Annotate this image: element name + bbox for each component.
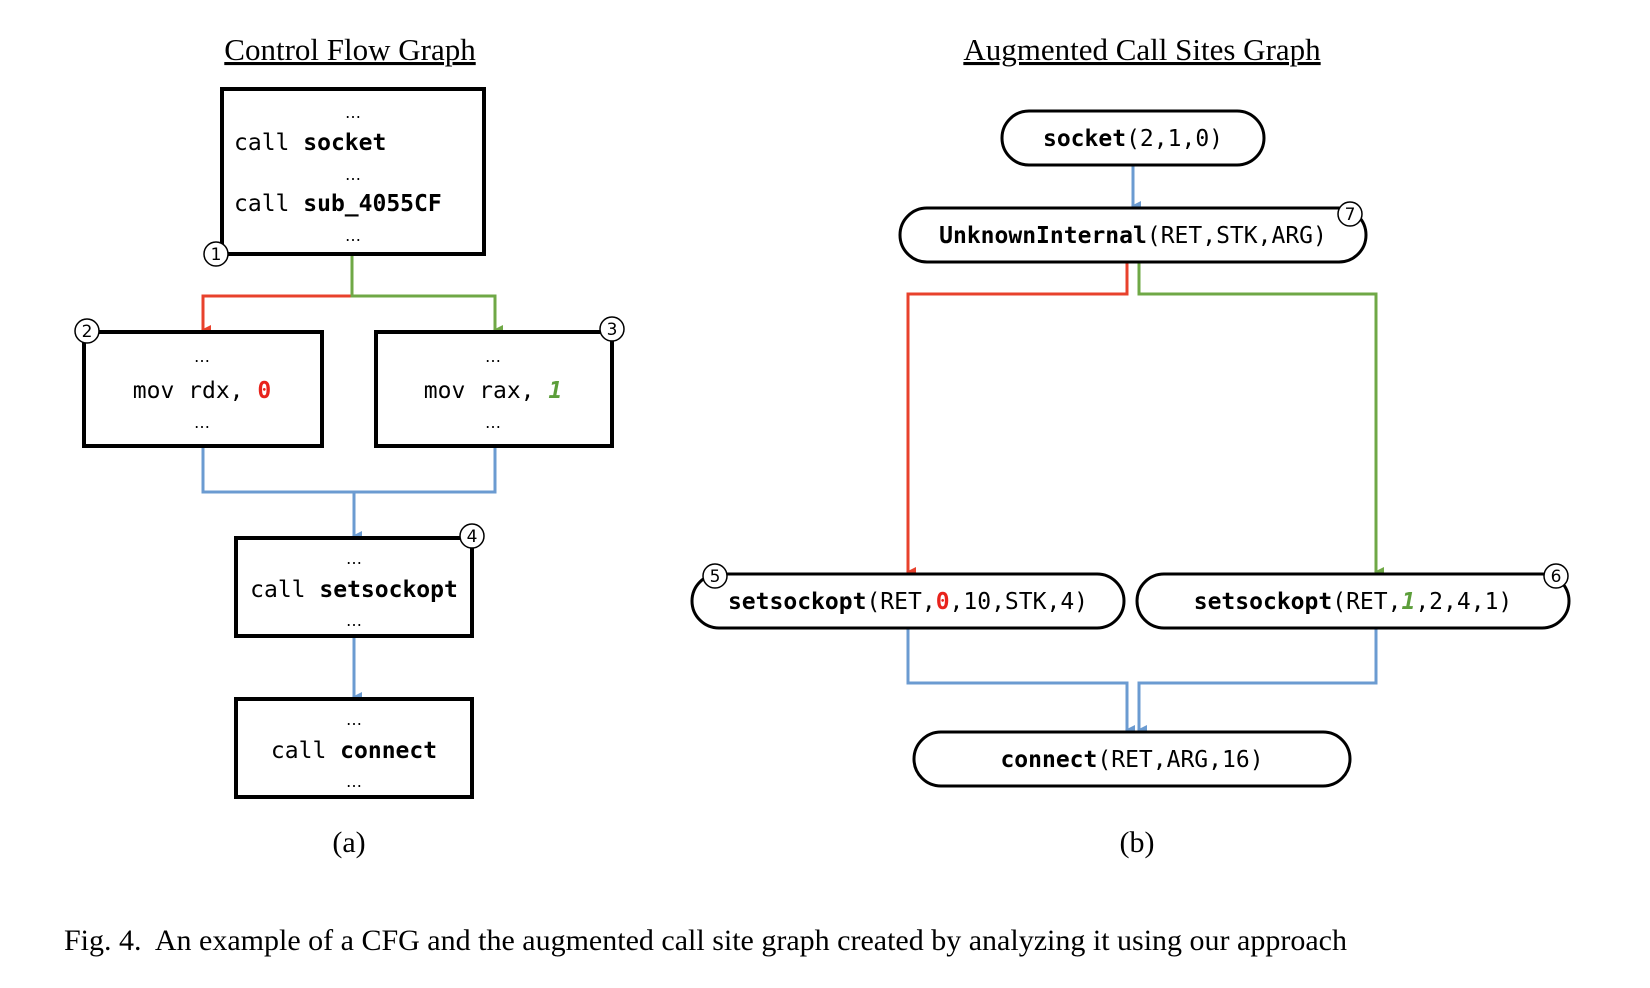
node-connect: connect(RET,ARG,16) — [912, 730, 1352, 788]
ellipsis: … — [194, 413, 210, 432]
acsg-title: Augmented Call Sites Graph — [963, 32, 1321, 67]
ellipsis: … — [346, 710, 362, 729]
badge-5: 5 — [702, 563, 728, 589]
ellipsis: … — [345, 226, 361, 245]
socket-call: socket(2,1,0) — [1043, 126, 1223, 152]
cfg-block-1: … call socket … call sub_4055CF … — [220, 87, 486, 256]
svg-text:5: 5 — [710, 567, 721, 587]
badge-1: 1 — [203, 241, 229, 267]
svg-text:1: 1 — [211, 245, 222, 265]
ellipsis: … — [346, 549, 362, 568]
acsg-edge-blue-left — [906, 628, 1135, 735]
cfg-block-4: … call setsockopt … — [234, 536, 474, 638]
cfg-edge-red — [201, 256, 354, 335]
acsg-edges — [906, 164, 1384, 735]
cfg-title: Control Flow Graph — [224, 32, 476, 67]
cfg-edge-green — [350, 256, 503, 335]
svg-text:3: 3 — [607, 320, 618, 340]
svg-text:2: 2 — [82, 322, 93, 342]
ellipsis: … — [346, 772, 362, 791]
svg-text:7: 7 — [1345, 205, 1356, 225]
ellipsis: … — [485, 347, 501, 366]
acsg-edge-green — [1137, 262, 1384, 577]
badge-2: 2 — [74, 318, 100, 344]
acsg-sublabel: (b) — [1120, 826, 1155, 859]
mov-rdx-line: mov rdx, 0 — [133, 378, 271, 404]
cfg-block-3: … mov rax, 1 … — [374, 330, 614, 448]
node-setsockopt-left: setsockopt(RET,0,10,STK,4) — [690, 572, 1126, 630]
cfg-edge-blue-merge — [201, 446, 497, 494]
unknown-internal-call: UnknownInternal(RET,STK,ARG) — [939, 223, 1327, 249]
call-socket-line: call socket — [234, 130, 386, 156]
cfg-sublabel: (a) — [332, 826, 365, 859]
node-unknown-internal: UnknownInternal(RET,STK,ARG) — [898, 206, 1368, 264]
call-setsockopt-line: call setsockopt — [250, 577, 458, 603]
ellipsis: … — [345, 165, 361, 184]
acsg-edge-red — [906, 262, 1129, 577]
acsg-edge-blue-right — [1137, 628, 1378, 735]
mov-rax-line: mov rax, 1 — [424, 378, 562, 404]
call-connect-line: call connect — [271, 738, 437, 764]
badge-6: 6 — [1543, 563, 1569, 589]
ellipsis: … — [345, 103, 361, 122]
badge-7: 7 — [1337, 201, 1363, 227]
node-setsockopt-right: setsockopt(RET,1,2,4,1) — [1135, 572, 1571, 630]
setsockopt-right-call: setsockopt(RET,1,2,4,1) — [1194, 589, 1513, 615]
badge-3: 3 — [599, 316, 625, 342]
ellipsis: … — [485, 413, 501, 432]
connect-call: connect(RET,ARG,16) — [1000, 747, 1263, 773]
node-socket: socket(2,1,0) — [1000, 109, 1266, 167]
cfg-edges — [201, 256, 503, 702]
cfg-block-2: … mov rdx, 0 … — [82, 330, 324, 448]
svg-text:6: 6 — [1551, 567, 1562, 587]
badge-4: 4 — [459, 523, 485, 549]
figure-caption: Fig. 4. An example of a CFG and the augm… — [64, 924, 1347, 957]
ellipsis: … — [346, 611, 362, 630]
setsockopt-left-call: setsockopt(RET,0,10,STK,4) — [728, 589, 1088, 615]
svg-text:4: 4 — [467, 527, 478, 547]
call-sub-line: call sub_4055CF — [234, 191, 442, 217]
cfg-block-5: … call connect … — [234, 697, 474, 799]
ellipsis: … — [194, 347, 210, 366]
